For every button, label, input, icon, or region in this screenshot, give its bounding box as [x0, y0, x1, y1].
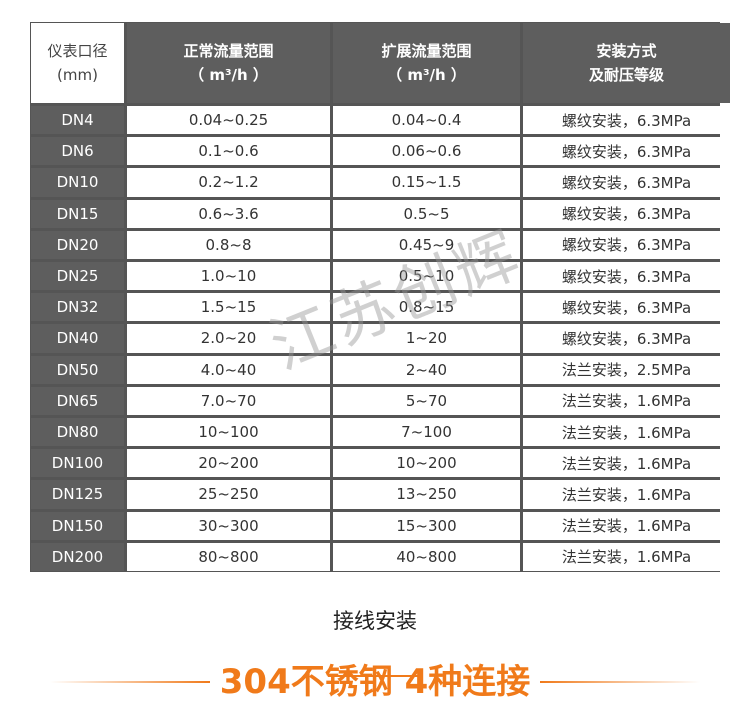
cell-installation: 法兰安装，1.6MPa [523, 418, 730, 447]
header-installation-label-2: 及耐压等级 [588, 66, 664, 84]
cell-installation: 螺纹安装，6.3MPa [523, 168, 730, 197]
cell-installation: 法兰安装，1.6MPa [523, 386, 730, 415]
header-normal-flow: 正常流量范围 （ m³/h ） [127, 23, 330, 103]
cell-normal-flow: 20~200 [127, 449, 330, 478]
cell-normal-flow: 25~250 [127, 480, 330, 509]
cell-installation: 法兰安装，1.6MPa [523, 449, 730, 478]
cell-diameter: DN200 [31, 542, 124, 571]
cell-extended-flow: 10~200 [333, 449, 520, 478]
cell-diameter: DN100 [31, 449, 124, 478]
cell-normal-flow: 0.8~8 [127, 230, 330, 259]
slogan-heading: 304不锈钢 4种连接 [219, 662, 531, 702]
section-title: 接线安装 [333, 609, 417, 633]
cell-extended-flow: 2~40 [333, 355, 520, 384]
cell-installation: 法兰安装，1.6MPa [523, 480, 730, 509]
cell-installation: 螺纹安装，6.3MPa [523, 293, 730, 322]
cell-diameter: DN40 [31, 324, 124, 353]
cell-installation: 法兰安装，1.6MPa [523, 542, 730, 571]
header-diameter: 仪表口径 (mm) [31, 23, 124, 103]
cell-diameter: DN150 [31, 511, 124, 540]
cell-normal-flow: 10~100 [127, 418, 330, 447]
header-installation-label: 安装方式 [596, 42, 657, 60]
cell-normal-flow: 30~300 [127, 511, 330, 540]
cell-diameter: DN32 [31, 293, 124, 322]
header-installation: 安装方式 及耐压等级 [523, 23, 730, 103]
cell-normal-flow: 0.2~1.2 [127, 168, 330, 197]
decorative-line-left [50, 681, 210, 683]
decorative-line-right [540, 681, 700, 683]
cell-diameter: DN125 [31, 480, 124, 509]
cell-diameter: DN20 [31, 230, 124, 259]
header-diameter-label: 仪表口径 [47, 42, 108, 60]
flow-spec-table: 仪表口径 (mm) 正常流量范围 （ m³/h ） 扩展流量范围 （ m³/h … [30, 22, 730, 572]
cell-installation: 螺纹安装，6.3MPa [523, 324, 730, 353]
cell-installation: 螺纹安装，6.3MPa [523, 106, 730, 135]
cell-normal-flow: 1.5~15 [127, 293, 330, 322]
cell-extended-flow: 0.06~0.6 [333, 137, 520, 166]
header-normal-flow-label: 正常流量范围 [183, 42, 274, 60]
cell-extended-flow: 0.45~9 [333, 230, 520, 259]
cell-normal-flow: 7.0~70 [127, 386, 330, 415]
header-extended-flow-label: 扩展流量范围 [381, 42, 472, 60]
cell-diameter: DN50 [31, 355, 124, 384]
cell-extended-flow: 13~250 [333, 480, 520, 509]
cell-normal-flow: 4.0~40 [127, 355, 330, 384]
cell-diameter: DN6 [31, 137, 124, 166]
cell-extended-flow: 0.5~10 [333, 262, 520, 291]
cell-normal-flow: 80~800 [127, 542, 330, 571]
cell-extended-flow: 0.5~5 [333, 199, 520, 228]
header-diameter-unit: (mm) [57, 66, 98, 84]
cell-diameter: DN65 [31, 386, 124, 415]
cell-installation: 螺纹安装，6.3MPa [523, 230, 730, 259]
title-underline [333, 675, 420, 677]
cell-extended-flow: 0.04~0.4 [333, 106, 520, 135]
cell-installation: 螺纹安装，6.3MPa [523, 262, 730, 291]
header-normal-flow-unit: （ m³/h ） [189, 66, 268, 84]
cell-extended-flow: 40~800 [333, 542, 520, 571]
cell-installation: 螺纹安装，6.3MPa [523, 199, 730, 228]
cell-installation: 法兰安装，1.6MPa [523, 511, 730, 540]
cell-extended-flow: 7~100 [333, 418, 520, 447]
header-extended-flow: 扩展流量范围 （ m³/h ） [333, 23, 520, 103]
cell-extended-flow: 1~20 [333, 324, 520, 353]
header-extended-flow-unit: （ m³/h ） [387, 66, 466, 84]
cell-diameter: DN4 [31, 106, 124, 135]
cell-normal-flow: 0.04~0.25 [127, 106, 330, 135]
cell-installation: 法兰安装，2.5MPa [523, 355, 730, 384]
cell-normal-flow: 0.6~3.6 [127, 199, 330, 228]
cell-installation: 螺纹安装，6.3MPa [523, 137, 730, 166]
cell-normal-flow: 0.1~0.6 [127, 137, 330, 166]
cell-extended-flow: 0.15~1.5 [333, 168, 520, 197]
cell-extended-flow: 0.8~15 [333, 293, 520, 322]
cell-diameter: DN10 [31, 168, 124, 197]
cell-diameter: DN15 [31, 199, 124, 228]
cell-diameter: DN25 [31, 262, 124, 291]
cell-normal-flow: 2.0~20 [127, 324, 330, 353]
cell-extended-flow: 5~70 [333, 386, 520, 415]
cell-normal-flow: 1.0~10 [127, 262, 330, 291]
cell-diameter: DN80 [31, 418, 124, 447]
cell-extended-flow: 15~300 [333, 511, 520, 540]
